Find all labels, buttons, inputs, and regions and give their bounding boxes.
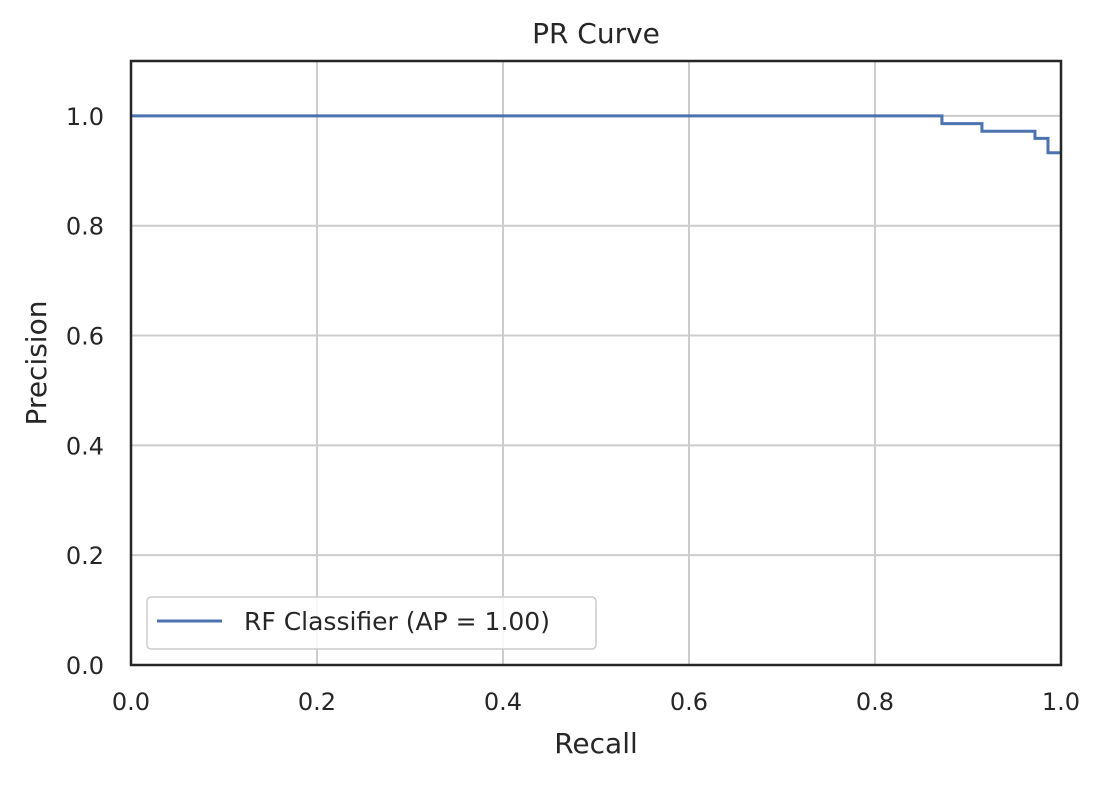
x-axis-label: Recall xyxy=(554,727,638,760)
x-tick-label: 0.4 xyxy=(484,688,522,716)
tick-labels: 0.0 0.2 0.4 0.6 0.8 1.0 0.0 0.2 0.4 0.6 0.8 1.0 xyxy=(66,103,1080,716)
y-tick-label: 0.2 xyxy=(66,542,104,570)
y-tick-label: 0.6 xyxy=(66,323,104,351)
axes-frame xyxy=(129,59,1063,667)
chart-title: PR Curve xyxy=(532,17,660,50)
y-tick-label: 0.0 xyxy=(66,652,104,680)
x-tick-label: 0.8 xyxy=(856,688,894,716)
series-line-rf-classifier xyxy=(131,114,1061,155)
y-tick-label: 0.8 xyxy=(66,213,104,241)
y-tick-label: 0.4 xyxy=(66,432,104,460)
legend-label-rf-classifier: RF Classifier (AP = 1.00) xyxy=(244,607,550,636)
y-axis-label: Precision xyxy=(20,301,53,426)
x-tick-label: 0.2 xyxy=(298,688,336,716)
plot-area xyxy=(131,114,1061,155)
legend: RF Classifier (AP = 1.00) xyxy=(146,596,597,650)
y-tick-label: 1.0 xyxy=(66,103,104,131)
legend-box xyxy=(146,596,597,650)
x-tick-label: 1.0 xyxy=(1042,688,1080,716)
x-tick-label: 0.0 xyxy=(112,688,150,716)
grid xyxy=(130,61,1062,666)
x-tick-label: 0.6 xyxy=(670,688,708,716)
